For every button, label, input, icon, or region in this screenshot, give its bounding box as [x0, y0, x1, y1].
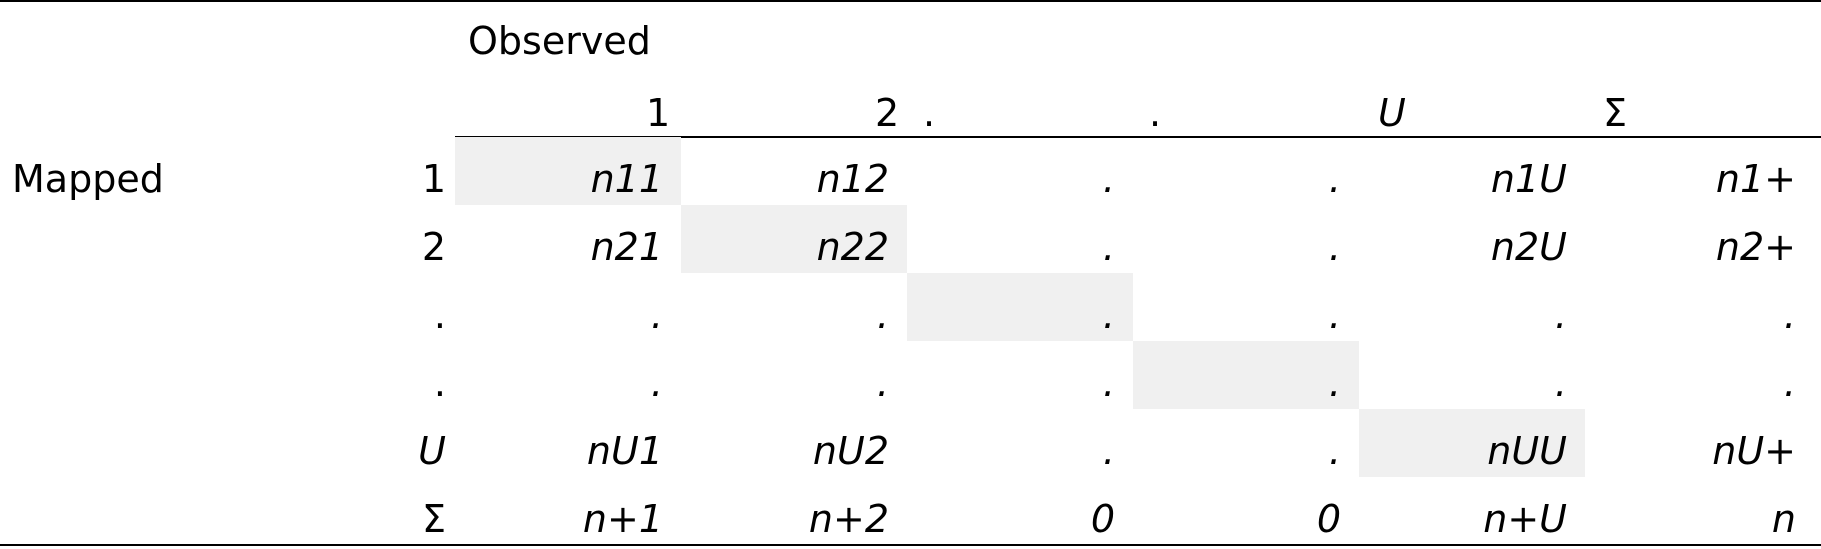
row-header: 2	[421, 225, 446, 269]
table-cell: .	[1102, 225, 1115, 269]
bottom-rule	[0, 544, 1821, 546]
row-header: .	[433, 293, 446, 337]
table-cell: .	[1102, 429, 1115, 473]
table-cell: .	[1328, 361, 1341, 405]
table-cell: n+2	[808, 497, 889, 541]
table-cell: .	[1328, 293, 1341, 337]
table-cell: .	[1102, 361, 1115, 405]
column-header: U	[1378, 91, 1406, 135]
table-cell: .	[876, 361, 889, 405]
column-header: 2	[875, 91, 900, 135]
header-rule	[455, 136, 1821, 138]
table-cell: .	[650, 293, 663, 337]
mapped-label: Mapped	[12, 157, 164, 201]
table-cell: .	[650, 361, 663, 405]
table-cell: nU+	[1712, 429, 1796, 473]
table-cell: .	[1783, 293, 1796, 337]
table-cell: .	[1102, 157, 1115, 201]
table-cell: .	[1554, 361, 1567, 405]
row-header: 1	[421, 157, 446, 201]
row-header: U	[418, 429, 446, 473]
table-cell: n2+	[1715, 225, 1796, 269]
row-header: Σ	[421, 497, 446, 541]
table-cell: .	[1328, 157, 1341, 201]
table-cell: n+U	[1483, 497, 1567, 541]
diagonal-highlight-4	[1133, 341, 1359, 409]
table-cell: n12	[816, 157, 889, 201]
table-cell: n22	[816, 225, 889, 269]
table-cell: nU2	[812, 429, 889, 473]
diagonal-highlight-3	[907, 273, 1133, 341]
table-cell: n2U	[1490, 225, 1567, 269]
table-cell: .	[1328, 429, 1341, 473]
observed-label: Observed	[468, 19, 651, 63]
top-rule	[0, 0, 1821, 2]
diagonal-highlight-2	[681, 205, 907, 273]
column-header: Σ	[1603, 91, 1628, 135]
column-header: .	[1149, 91, 1162, 135]
column-header: .	[923, 91, 936, 135]
table-cell: n1U	[1490, 157, 1567, 201]
table-cell: 0	[1316, 497, 1341, 541]
diagonal-highlight-5	[1359, 409, 1585, 477]
table-cell: .	[1102, 293, 1115, 337]
table-cell: .	[1783, 361, 1796, 405]
table-cell: nU1	[586, 429, 663, 473]
column-header: 1	[646, 91, 671, 135]
table-cell: 0	[1090, 497, 1115, 541]
table-cell: .	[1328, 225, 1341, 269]
table-cell: n21	[590, 225, 663, 269]
table-cell: n+1	[582, 497, 663, 541]
table-cell: n11	[590, 157, 663, 201]
row-header: .	[433, 361, 446, 405]
table-cell: nUU	[1487, 429, 1567, 473]
table-cell: n	[1771, 497, 1796, 541]
table-cell: n1+	[1715, 157, 1796, 201]
diagonal-highlight-1	[455, 137, 681, 205]
table-cell: .	[1554, 293, 1567, 337]
table-cell: .	[876, 293, 889, 337]
